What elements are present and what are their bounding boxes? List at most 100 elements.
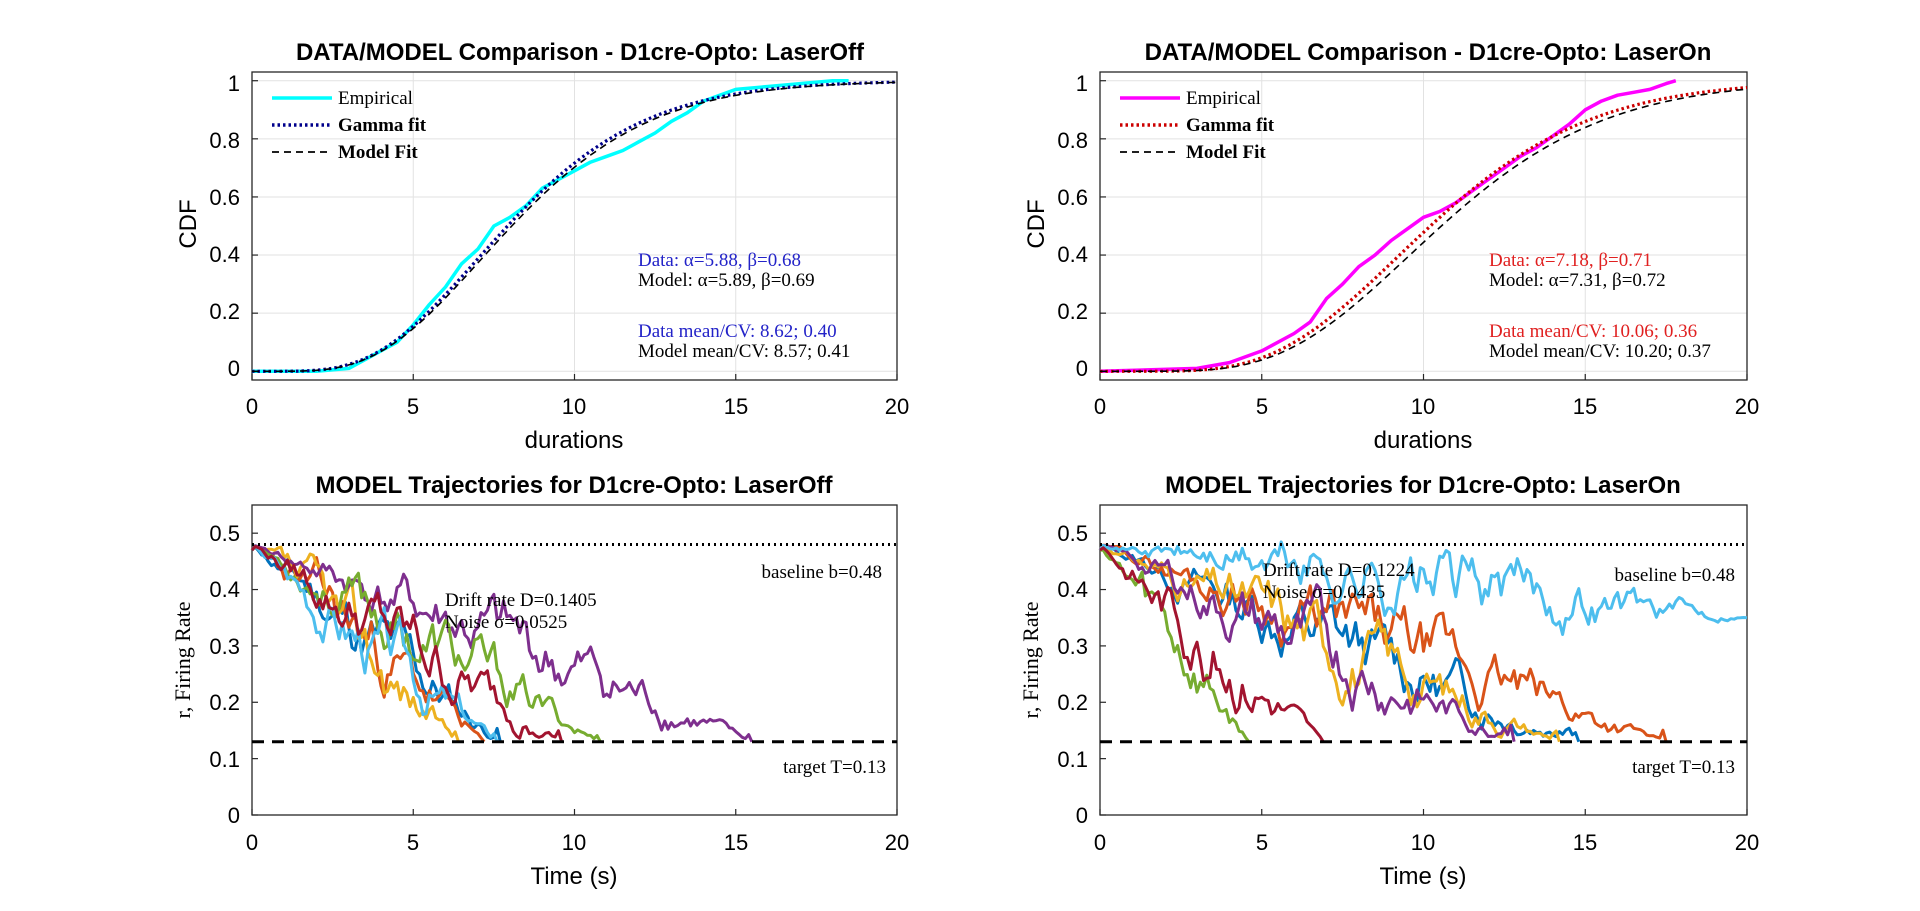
trajectories-laseroff-panel: MODEL Trajectories for D1cre-Opto: Laser… [170, 472, 909, 890]
panel-title: MODEL Trajectories for D1cre-Opto: Laser… [315, 472, 833, 499]
y-tick-label: 1 [228, 71, 240, 96]
x-tick-label: 15 [1573, 394, 1597, 419]
legend-gamma-label: Gamma fit [338, 115, 427, 136]
gamma-fit-line [252, 80, 898, 373]
baseline-label: baseline b=0.48 [1615, 565, 1735, 586]
y-tick-label: 0.3 [209, 634, 240, 659]
ticks: 0 5 10 15 20 0 0.2 0.4 0.6 0.8 1 [1057, 71, 1759, 419]
y-tick-label: 1 [1076, 71, 1088, 96]
gamma-fit-line [1100, 85, 1748, 373]
axes-box [1099, 71, 1748, 381]
y-tick-label: 0.8 [1057, 128, 1088, 153]
cdf-laseron-panel: DATA/MODEL Comparison - D1cre-Opto: Lase… [1023, 39, 1759, 454]
y-tick-label: 0.2 [209, 299, 240, 324]
ticks: 0 5 10 15 20 0 0.1 0.2 0.3 0.4 0.5 [1057, 521, 1759, 855]
grid [1099, 72, 1748, 380]
y-tick-label: 0.2 [1057, 690, 1088, 715]
series-layer [250, 544, 754, 743]
data-mean-cv-annotation: Data mean/CV: 8.62; 0.40 [638, 321, 837, 342]
y-tick-label: 0.4 [1057, 577, 1088, 602]
x-tick-label: 20 [885, 830, 909, 855]
x-axis-label: Time (s) [1379, 863, 1466, 890]
model-fit-line [252, 81, 897, 373]
x-tick-label: 10 [1411, 394, 1435, 419]
y-tick-label: 0 [228, 803, 240, 828]
model-mean-cv-annotation: Model mean/CV: 10.20; 0.37 [1489, 341, 1711, 362]
trajectory-line [1098, 544, 1516, 742]
ticks: 0 5 10 15 20 0 0.1 0.2 0.3 0.4 0.5 [209, 521, 909, 855]
y-axis-label: CDF [175, 199, 202, 248]
trajectory-line [250, 544, 754, 743]
trajectory-line [250, 544, 564, 743]
drift-rate-label: Drift rate D=0.1224 [1263, 560, 1415, 581]
ticks: 0 5 10 15 20 0 0.2 0.4 0.6 0.8 1 [209, 71, 909, 419]
y-tick-label: 0.3 [1057, 634, 1088, 659]
x-tick-label: 0 [1094, 394, 1106, 419]
y-tick-label: 0.4 [209, 577, 240, 602]
cdf-laseroff-panel: DATA/MODEL Comparison - D1cre-Opto: Lase… [175, 39, 909, 454]
y-tick-label: 0 [1076, 803, 1088, 828]
y-axis-label: r, Firing Rate [170, 601, 195, 718]
x-axis-label: Time (s) [530, 863, 617, 890]
y-tick-label: 0 [228, 356, 240, 381]
baseline-label: baseline b=0.48 [762, 562, 882, 583]
y-tick-label: 0.1 [1057, 747, 1088, 772]
x-tick-label: 20 [885, 394, 909, 419]
panel-title: MODEL Trajectories for D1cre-Opto: Laser… [1165, 472, 1681, 499]
x-tick-label: 15 [1573, 830, 1597, 855]
data-params-annotation: Data: α=5.88, β=0.68 [638, 250, 801, 271]
data-mean-cv-annotation: Data mean/CV: 10.06; 0.36 [1489, 321, 1697, 342]
trajectory-line [250, 545, 602, 743]
trajectory-line [1098, 540, 1748, 636]
y-tick-label: 0.6 [209, 185, 240, 210]
legend-model-label: Model Fit [1186, 142, 1266, 163]
series-layer [252, 78, 898, 374]
data-params-annotation: Data: α=7.18, β=0.71 [1489, 250, 1652, 271]
trajectory-line [1098, 544, 1561, 743]
y-tick-label: 0.5 [209, 521, 240, 546]
panel-title: DATA/MODEL Comparison - D1cre-Opto: Lase… [1145, 39, 1712, 66]
noise-label: Noise σ=0.0435 [1263, 582, 1385, 603]
legend: Empirical Gamma fit Model Fit [272, 88, 427, 163]
reference-lines [251, 532, 898, 816]
legend-gamma-label: Gamma fit [1186, 115, 1275, 136]
x-tick-label: 5 [1256, 394, 1268, 419]
trajectory-line [1099, 546, 1325, 743]
legend-empirical-label: Empirical [1186, 88, 1261, 109]
model-params-annotation: Model: α=5.89, β=0.69 [638, 270, 815, 291]
x-tick-label: 5 [407, 394, 419, 419]
x-tick-label: 15 [724, 394, 748, 419]
axes-box [251, 71, 898, 381]
x-tick-label: 0 [246, 394, 258, 419]
target-label: target T=0.13 [1632, 757, 1735, 778]
drift-rate-label: Drift rate D=0.1405 [445, 590, 597, 611]
y-tick-label: 0.5 [1057, 521, 1088, 546]
y-tick-label: 0.8 [209, 128, 240, 153]
model-fit-line [1100, 88, 1748, 373]
y-tick-label: 0.4 [1057, 242, 1088, 267]
x-tick-label: 20 [1735, 830, 1759, 855]
y-tick-label: 0.1 [209, 747, 240, 772]
x-axis-label: durations [1374, 427, 1473, 454]
model-mean-cv-annotation: Model mean/CV: 8.57; 0.41 [638, 341, 850, 362]
panel-title: DATA/MODEL Comparison - D1cre-Opto: Lase… [296, 39, 865, 66]
trajectories-laseron-panel: MODEL Trajectories for D1cre-Opto: Laser… [1018, 472, 1759, 890]
reference-lines [1099, 532, 1748, 816]
x-tick-label: 5 [407, 830, 419, 855]
series-layer [1099, 79, 1748, 374]
x-tick-label: 10 [562, 830, 586, 855]
x-tick-label: 0 [246, 830, 258, 855]
x-tick-label: 20 [1735, 394, 1759, 419]
series-layer [1098, 540, 1748, 743]
model-params-annotation: Model: α=7.31, β=0.72 [1489, 270, 1666, 291]
legend: Empirical Gamma fit Model Fit [1120, 88, 1275, 163]
y-axis-label: r, Firing Rate [1018, 601, 1043, 718]
y-tick-label: 0.4 [209, 242, 240, 267]
x-tick-label: 10 [1411, 830, 1435, 855]
x-tick-label: 0 [1094, 830, 1106, 855]
y-tick-label: 0.2 [209, 690, 240, 715]
legend-model-label: Model Fit [338, 142, 418, 163]
legend-empirical-label: Empirical [338, 88, 413, 109]
x-tick-label: 10 [562, 394, 586, 419]
